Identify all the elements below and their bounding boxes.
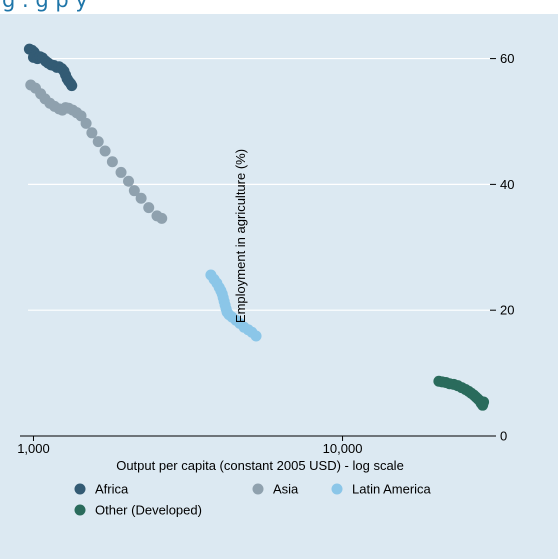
y-tick-label: 40	[500, 177, 514, 192]
cropped-title-text: g . g p y	[2, 0, 88, 12]
data-point	[99, 145, 111, 157]
data-point	[143, 202, 155, 214]
y-tick-label: 0	[500, 429, 507, 444]
legend-marker	[74, 483, 86, 495]
data-point	[86, 127, 98, 139]
legend-label: Asia	[273, 482, 299, 497]
gridlines	[28, 57, 490, 311]
legend-label: Latin America	[352, 482, 432, 497]
legend-marker	[252, 483, 264, 495]
x-axis-label: Output per capita (constant 2005 USD) - …	[116, 458, 404, 473]
axes: 0 20 40 60 1,000 10,000	[17, 51, 514, 456]
x-tick-label: 10,000	[323, 441, 363, 456]
data-points	[23, 43, 490, 411]
legend: Africa Asia Latin America Other (Developed)	[74, 482, 432, 518]
data-point	[80, 117, 92, 129]
legend-marker	[331, 483, 343, 495]
legend-label: Africa	[95, 482, 129, 497]
y-tick-label: 60	[500, 51, 514, 66]
y-tick-label: 20	[500, 303, 514, 318]
scatter-chart: 0 20 40 60 1,000 10,000 Output per capita (co…	[17, 43, 514, 518]
data-point	[478, 396, 490, 408]
data-point	[66, 80, 78, 92]
data-point	[135, 192, 147, 204]
data-point	[92, 136, 104, 148]
legend-marker	[74, 504, 86, 516]
y-axis-label: Employment in agriculture (%)	[233, 149, 248, 323]
cropped-title-strip: g . g p y	[0, 0, 558, 14]
data-point	[250, 330, 262, 342]
data-point	[128, 185, 140, 197]
x-tick-label: 1,000	[17, 441, 50, 456]
data-point	[123, 175, 135, 187]
axis-labels: Output per capita (constant 2005 USD) - …	[116, 149, 404, 473]
legend-label: Other (Developed)	[95, 503, 202, 518]
data-point	[106, 156, 118, 168]
data-point	[115, 166, 127, 178]
data-point	[156, 212, 168, 224]
plot-panel: 0 20 40 60 1,000 10,000 Output per capita (co…	[0, 14, 558, 559]
